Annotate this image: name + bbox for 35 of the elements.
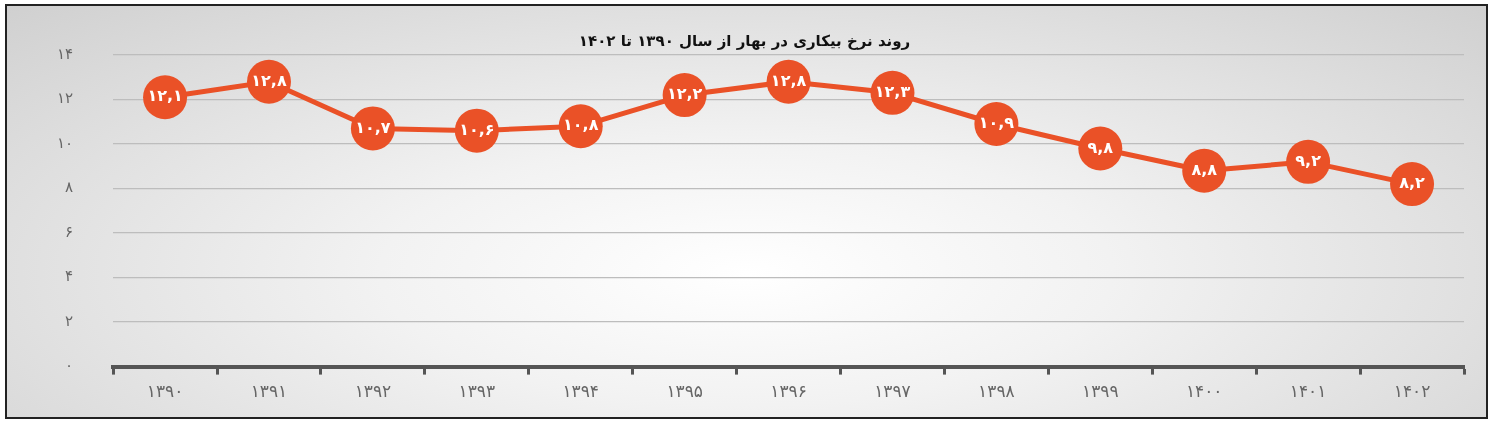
y-tick-label: ۱۴: [56, 44, 74, 63]
x-tick-label: ۱۳۹۲: [354, 381, 392, 402]
x-tick-label: ۱۳۹۳: [458, 381, 496, 402]
data-label: ۹,۲: [1295, 150, 1322, 170]
x-tick-label: ۱۴۰۰: [1185, 381, 1223, 402]
chart-title: روند نرخ بیکاری در بهار از سال ۱۳۹۰ تا ۱۴۰۲: [578, 31, 911, 50]
x-tick-label: ۱۳۹۶: [770, 381, 807, 402]
data-label: ۱۲,۳: [874, 81, 911, 101]
data-label: ۱۲,۲: [666, 84, 703, 104]
x-tick-label: ۱۳۹۴: [562, 381, 599, 402]
x-tick-label: ۱۳۹۰: [146, 381, 184, 402]
data-label: ۱۰,۹: [978, 113, 1015, 133]
y-tick-label: ۰: [65, 356, 74, 375]
y-tick-label: ۸: [65, 178, 74, 197]
y-tick-label: ۱۲: [56, 89, 74, 108]
y-tick-label: ۱۰: [56, 133, 74, 152]
x-tick-label: ۱۳۹۱: [250, 381, 288, 402]
data-label: ۱۲,۸: [770, 70, 807, 90]
x-tick-label: ۱۳۹۵: [666, 381, 703, 402]
data-label: ۱۲,۱: [147, 86, 183, 106]
x-tick-label: ۱۳۹۸: [978, 381, 1015, 402]
data-label: ۸,۲: [1399, 173, 1426, 193]
x-tick-label: ۱۳۹۹: [1082, 381, 1119, 402]
data-label: ۱۲,۸: [251, 70, 287, 90]
y-tick-label: ۲: [65, 311, 74, 330]
data-label: ۹,۸: [1087, 137, 1114, 157]
data-label: ۱۰,۷: [355, 117, 391, 137]
x-tick-label: ۱۴۰۱: [1289, 381, 1327, 402]
y-tick-label: ۶: [65, 222, 74, 241]
data-label: ۱۰,۶: [459, 119, 495, 139]
y-tick-label: ۴: [65, 267, 74, 286]
data-label: ۸,۸: [1191, 159, 1218, 179]
x-tick-label: ۱۳۹۷: [874, 381, 911, 402]
x-tick-label: ۱۴۰۲: [1393, 381, 1431, 402]
data-label: ۱۰,۸: [563, 115, 599, 135]
